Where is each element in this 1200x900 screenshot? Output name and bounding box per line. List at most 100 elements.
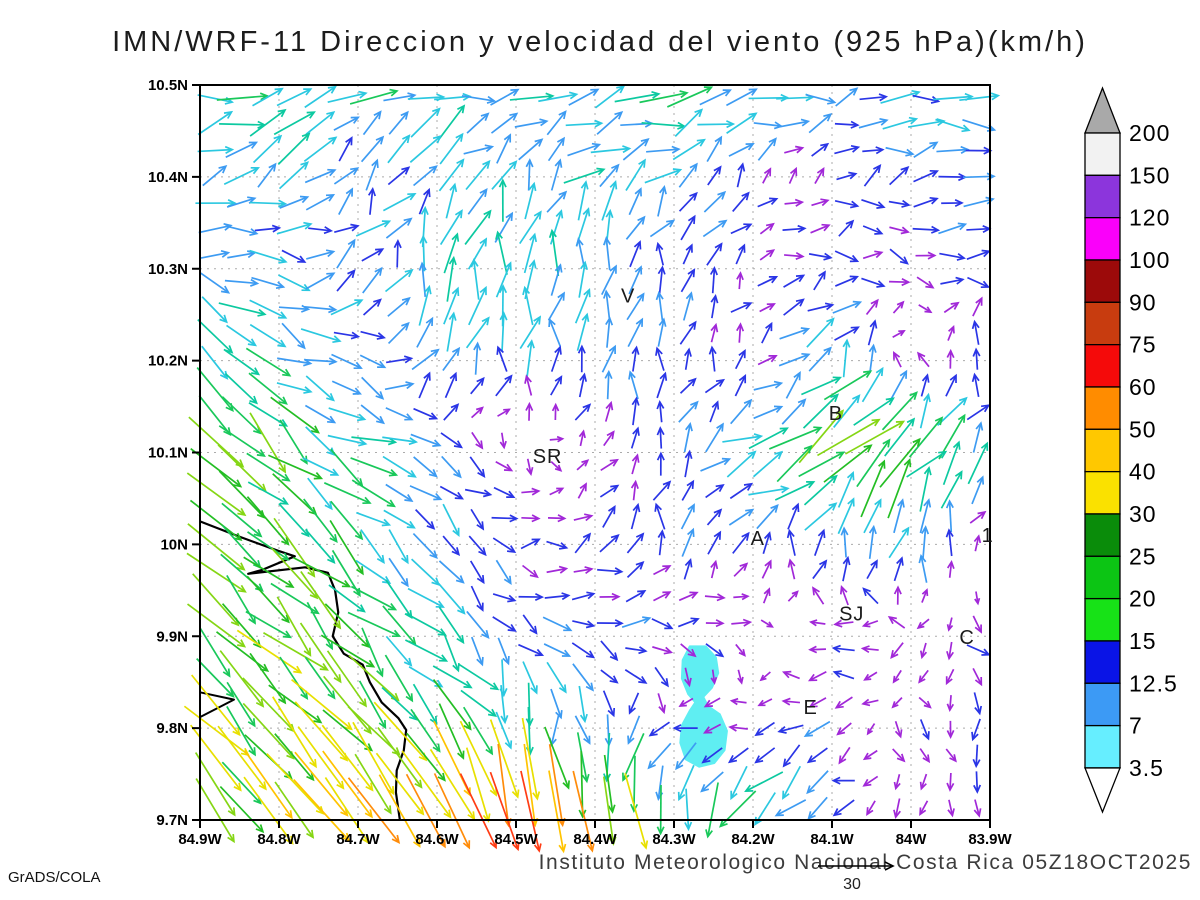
wind-vector-head xyxy=(341,579,352,588)
wind-vector-head xyxy=(975,421,984,431)
wind-vector-head xyxy=(476,521,485,531)
wind-vector-head xyxy=(895,420,906,429)
wind-vector-head xyxy=(703,699,713,708)
wind-vector-head xyxy=(879,117,889,126)
wind-vector xyxy=(218,302,265,316)
wind-vector xyxy=(801,376,841,396)
wind-vector-head xyxy=(558,190,568,200)
wind-vector-head xyxy=(226,689,235,698)
wind-vector-head xyxy=(921,525,930,535)
wind-vector xyxy=(627,318,643,348)
wind-vector-head xyxy=(218,165,228,174)
wind-vector xyxy=(492,593,515,602)
wind-vector-head xyxy=(684,821,693,832)
wind-vector-head xyxy=(250,166,260,175)
wind-vector xyxy=(814,168,825,185)
wind-vector xyxy=(197,94,233,103)
wind-vector xyxy=(548,319,562,347)
wind-vector-head xyxy=(282,630,293,639)
wind-vector xyxy=(808,253,831,259)
wind-vector xyxy=(221,761,262,804)
wind-vector xyxy=(252,135,282,164)
wind-vector xyxy=(935,118,970,132)
wind-vector-head xyxy=(849,254,860,263)
wind-vector xyxy=(330,500,363,540)
wind-vector-head xyxy=(554,464,563,472)
wind-vector-head xyxy=(738,348,746,359)
wind-vector xyxy=(413,456,437,477)
wind-vector xyxy=(798,410,844,464)
wind-vector xyxy=(360,529,385,563)
wind-vector-head xyxy=(876,201,886,209)
wind-vector xyxy=(489,771,519,850)
wind-vector xyxy=(243,776,294,844)
wind-vector-head xyxy=(391,629,402,638)
wind-vector-head xyxy=(694,108,704,118)
colorbar-label: 120 xyxy=(1129,205,1170,231)
wind-vector-head xyxy=(929,169,939,178)
wind-vector xyxy=(362,267,383,294)
wind-vector xyxy=(966,227,990,231)
wind-vector-head xyxy=(823,346,832,356)
wind-vector xyxy=(406,732,446,781)
wind-vector-head xyxy=(839,585,848,595)
wind-vector-head xyxy=(608,836,617,846)
wind-vector-head xyxy=(277,339,287,348)
wind-vector-head xyxy=(377,360,387,369)
wind-vector-head xyxy=(473,341,482,351)
wind-vector xyxy=(411,558,440,586)
wind-vector-head xyxy=(738,374,747,384)
wind-vector-head xyxy=(689,591,699,599)
wind-vector-head xyxy=(705,829,713,839)
wind-vector-head xyxy=(607,804,616,814)
wind-vector-head xyxy=(938,450,948,459)
wind-vector xyxy=(787,504,799,530)
wind-vector-head xyxy=(637,590,647,598)
wind-vector-head xyxy=(432,743,441,753)
station-label-e: E xyxy=(803,697,817,719)
wind-vector xyxy=(787,590,799,602)
wind-vector xyxy=(869,345,875,374)
wind-vector-head xyxy=(278,396,288,405)
wind-vector xyxy=(490,112,518,134)
wind-vector-head xyxy=(609,652,619,662)
wind-vector xyxy=(655,504,666,530)
wind-vector-head xyxy=(526,466,534,476)
wind-vector xyxy=(347,777,400,843)
wind-vector-head xyxy=(345,187,354,197)
wind-vector xyxy=(622,138,649,161)
wind-vector-head xyxy=(763,167,772,177)
y-tick-label: 10.1N xyxy=(148,445,188,462)
wind-vector xyxy=(465,317,490,349)
wind-vector-head xyxy=(980,404,991,413)
wind-vector-head xyxy=(901,199,911,208)
wind-vector-head xyxy=(748,112,758,121)
wind-vector xyxy=(892,697,903,708)
wind-vector-head xyxy=(754,755,764,764)
wind-vector-head xyxy=(896,753,906,763)
wind-vector xyxy=(966,404,990,421)
wind-vector-head xyxy=(831,644,841,653)
wind-vector-head xyxy=(759,674,767,682)
wind-vector xyxy=(200,251,229,259)
wind-vector-head xyxy=(605,208,614,219)
wind-vector-head xyxy=(480,112,490,122)
wind-vector-head xyxy=(974,597,981,606)
wind-vector xyxy=(527,160,531,191)
wind-vector xyxy=(912,227,939,232)
wind-vector xyxy=(200,272,229,294)
wind-vector-head xyxy=(545,92,555,101)
wind-vector-head xyxy=(504,740,513,750)
wind-vector-head xyxy=(614,111,624,120)
wind-vector xyxy=(491,516,517,520)
wind-vector-head xyxy=(630,803,639,813)
wind-vector-head xyxy=(499,440,507,450)
wind-vector xyxy=(975,349,979,370)
wind-vector xyxy=(835,696,853,709)
wind-vector xyxy=(574,533,591,554)
wind-vector-head xyxy=(364,809,373,819)
wind-vector-head xyxy=(866,728,873,736)
wind-vector xyxy=(306,250,334,260)
wind-vector xyxy=(639,92,688,104)
wind-vector xyxy=(888,200,909,206)
